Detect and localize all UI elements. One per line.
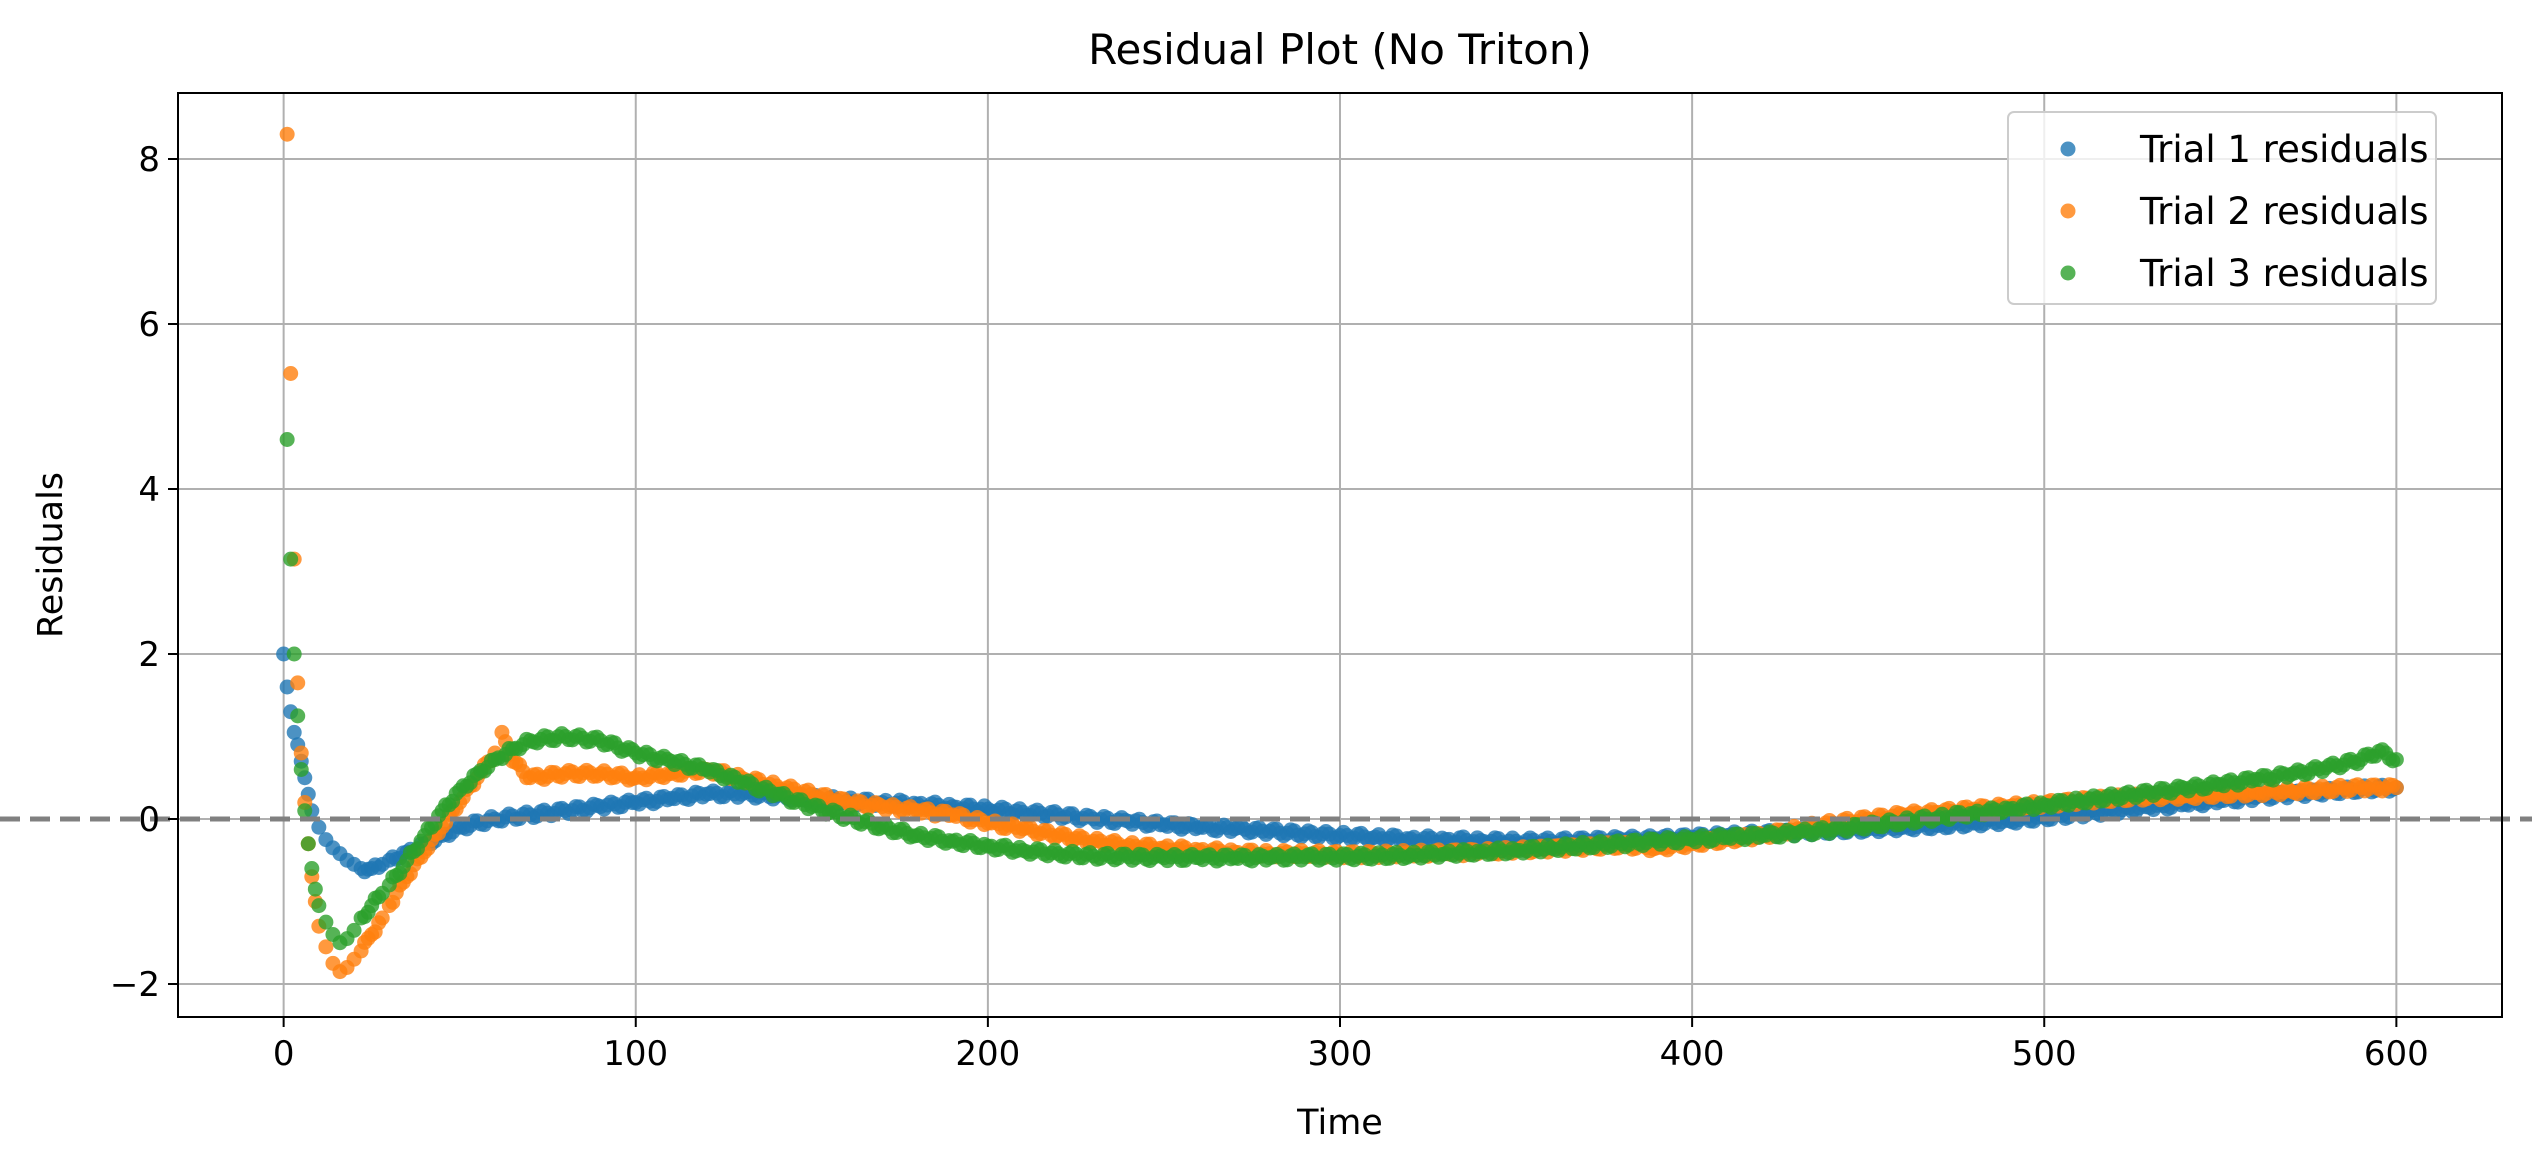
x-tick-label: 500	[2012, 1034, 2077, 1074]
y-axis-label: Residuals	[31, 472, 71, 638]
data-point	[318, 939, 334, 955]
x-tick-label: 600	[2364, 1034, 2429, 1074]
legend-items: Trial 1 residuals Trial 2 residuals Trial …	[2060, 128, 2429, 295]
data-point	[283, 366, 299, 381]
y-tick-label: 2	[138, 635, 160, 675]
data-point	[297, 803, 313, 819]
data-point	[276, 646, 292, 662]
legend-label: Trial 1 residuals	[2139, 128, 2429, 171]
data-point	[318, 914, 334, 930]
data-point	[279, 432, 295, 447]
chart-title: Residual Plot (No Triton)	[1088, 25, 1592, 74]
points-layer	[276, 126, 2404, 980]
data-point	[286, 724, 302, 740]
y-tick-label: 0	[138, 800, 160, 840]
legend-label: Trial 2 residuals	[2139, 190, 2429, 233]
data-point	[290, 675, 306, 691]
y-tick-label: −2	[110, 965, 160, 1005]
x-tick-label: 400	[1660, 1034, 1725, 1074]
legend-box	[2007, 111, 2437, 305]
data-point	[293, 745, 309, 761]
data-point	[279, 126, 295, 142]
legend-marker	[2060, 203, 2076, 219]
data-point	[346, 922, 362, 938]
x-tick-label: 300	[1308, 1034, 1373, 1074]
legend-marker	[2060, 265, 2076, 281]
y-tick-label: 4	[138, 470, 160, 510]
data-point	[374, 910, 390, 926]
legend-marker	[2060, 141, 2076, 157]
y-tick-label: 6	[138, 305, 160, 345]
x-tick-label: 100	[603, 1034, 668, 1074]
data-point	[2388, 780, 2404, 796]
x-axis-label: Time	[1296, 1103, 1383, 1143]
legend: Trial 1 residuals Trial 2 residuals Trial …	[2007, 111, 2437, 305]
data-point	[286, 646, 302, 662]
ticks-layer: 0 100 200 300 400 500 600 −2 0 2 4 6 8	[110, 140, 2429, 1074]
series-3-points	[279, 432, 2404, 951]
y-tick-label: 8	[138, 140, 160, 180]
data-point	[307, 881, 323, 897]
data-point	[283, 551, 299, 567]
data-point	[304, 861, 320, 876]
data-point	[300, 836, 316, 852]
x-tick-label: 200	[955, 1034, 1020, 1074]
data-point	[2388, 752, 2404, 768]
legend-label: Trial 3 residuals	[2139, 252, 2429, 295]
x-tick-label: 0	[273, 1034, 295, 1074]
data-point	[293, 762, 309, 777]
data-point	[311, 898, 327, 914]
data-point	[311, 819, 327, 835]
data-point	[290, 708, 306, 724]
